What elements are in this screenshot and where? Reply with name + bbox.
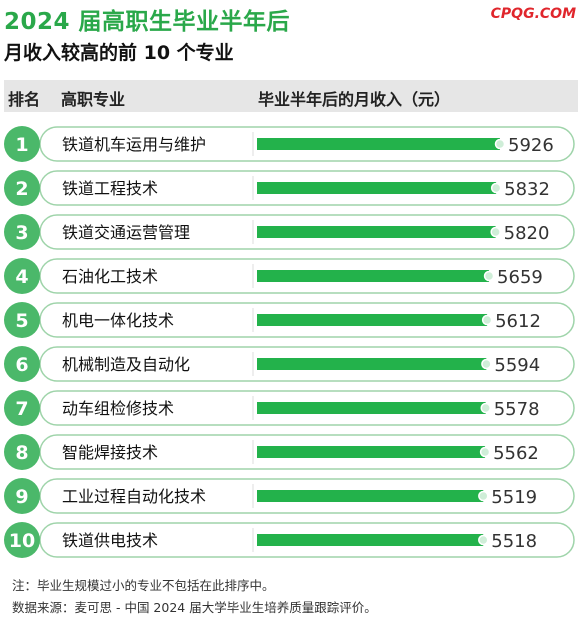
category-label: 铁道供电技术 bbox=[62, 531, 158, 550]
rank-badge bbox=[4, 302, 40, 338]
rank-badge bbox=[4, 522, 40, 558]
value-label: 5612 bbox=[495, 311, 541, 332]
bar-end-dot bbox=[481, 314, 493, 326]
value-label: 5562 bbox=[493, 443, 539, 464]
income-bar bbox=[257, 270, 490, 282]
category-label: 智能焊接技术 bbox=[62, 443, 158, 462]
income-bar bbox=[257, 314, 488, 326]
footnote: 注：毕业生规模过小的专业不包括在此排序中。 bbox=[12, 578, 275, 593]
bar-end-dot bbox=[490, 226, 501, 238]
category-label: 石油化工技术 bbox=[62, 267, 158, 286]
category-label: 动车组检修技术 bbox=[62, 399, 174, 418]
bar-end-dot bbox=[480, 402, 491, 414]
rank-number: 7 bbox=[15, 398, 28, 420]
rank-badge bbox=[4, 214, 40, 250]
data-source: 数据来源：麦可思 - 中国 2024 届大学毕业生培养质量跟踪评价。 bbox=[12, 600, 377, 615]
bar-end-dot bbox=[494, 138, 506, 150]
table-header: 排名 高职专业 毕业半年后的月收入（元） bbox=[4, 80, 578, 112]
rank-number: 6 bbox=[15, 354, 28, 376]
chart-subtitle: 月收入较高的前 10 个专业 bbox=[4, 42, 234, 64]
income-bar bbox=[257, 358, 487, 370]
brand-logo: CPQG.COM bbox=[490, 6, 576, 22]
income-bar bbox=[257, 226, 496, 238]
value-label: 5926 bbox=[508, 135, 554, 156]
rank-number: 8 bbox=[15, 442, 28, 464]
rank-number: 4 bbox=[15, 266, 28, 288]
rank-badge bbox=[4, 390, 40, 426]
rank-badge bbox=[4, 478, 40, 514]
value-label: 5820 bbox=[504, 223, 550, 244]
value-label: 5518 bbox=[491, 531, 537, 552]
category-label: 机械制造及自动化 bbox=[62, 355, 190, 374]
bar-end-dot bbox=[478, 534, 489, 546]
rank-number: 2 bbox=[15, 178, 28, 200]
income-bar bbox=[257, 182, 497, 194]
category-label: 铁道机车运用与维护 bbox=[62, 135, 206, 154]
value-label: 5594 bbox=[494, 355, 540, 376]
rank-badge bbox=[4, 346, 40, 382]
income-bar bbox=[257, 138, 500, 150]
bar-end-dot bbox=[478, 490, 489, 502]
header-rank: 排名 bbox=[8, 90, 41, 109]
value-label: 5578 bbox=[494, 399, 540, 420]
rank-number: 10 bbox=[9, 530, 35, 552]
income-bar bbox=[257, 534, 484, 546]
category-label: 机电一体化技术 bbox=[62, 311, 174, 330]
rank-number: 5 bbox=[15, 310, 28, 332]
rank-badge bbox=[4, 170, 40, 206]
rank-badge bbox=[4, 258, 40, 294]
income-bar bbox=[257, 446, 486, 458]
header-major: 高职专业 bbox=[61, 90, 126, 109]
income-bar bbox=[257, 490, 484, 502]
category-label: 工业过程自动化技术 bbox=[62, 487, 206, 506]
rank-number: 1 bbox=[15, 134, 28, 156]
bar-end-dot bbox=[481, 358, 492, 370]
category-label: 铁道工程技术 bbox=[62, 179, 158, 198]
bar-end-dot bbox=[490, 182, 502, 194]
bar-end-dot bbox=[479, 446, 491, 458]
value-label: 5832 bbox=[504, 179, 550, 200]
category-label: 铁道交通运营管理 bbox=[62, 223, 190, 242]
value-label: 5519 bbox=[491, 487, 537, 508]
bar-end-dot bbox=[483, 270, 495, 282]
rank-badge bbox=[4, 126, 40, 162]
rank-number: 9 bbox=[15, 486, 28, 508]
value-label: 5659 bbox=[497, 267, 543, 288]
rank-badge bbox=[4, 434, 40, 470]
rank-number: 3 bbox=[15, 222, 28, 244]
chart-title: 2024 届高职生毕业半年后 bbox=[4, 9, 291, 35]
header-income: 毕业半年后的月收入（元） bbox=[258, 90, 451, 109]
income-bar bbox=[257, 402, 486, 414]
